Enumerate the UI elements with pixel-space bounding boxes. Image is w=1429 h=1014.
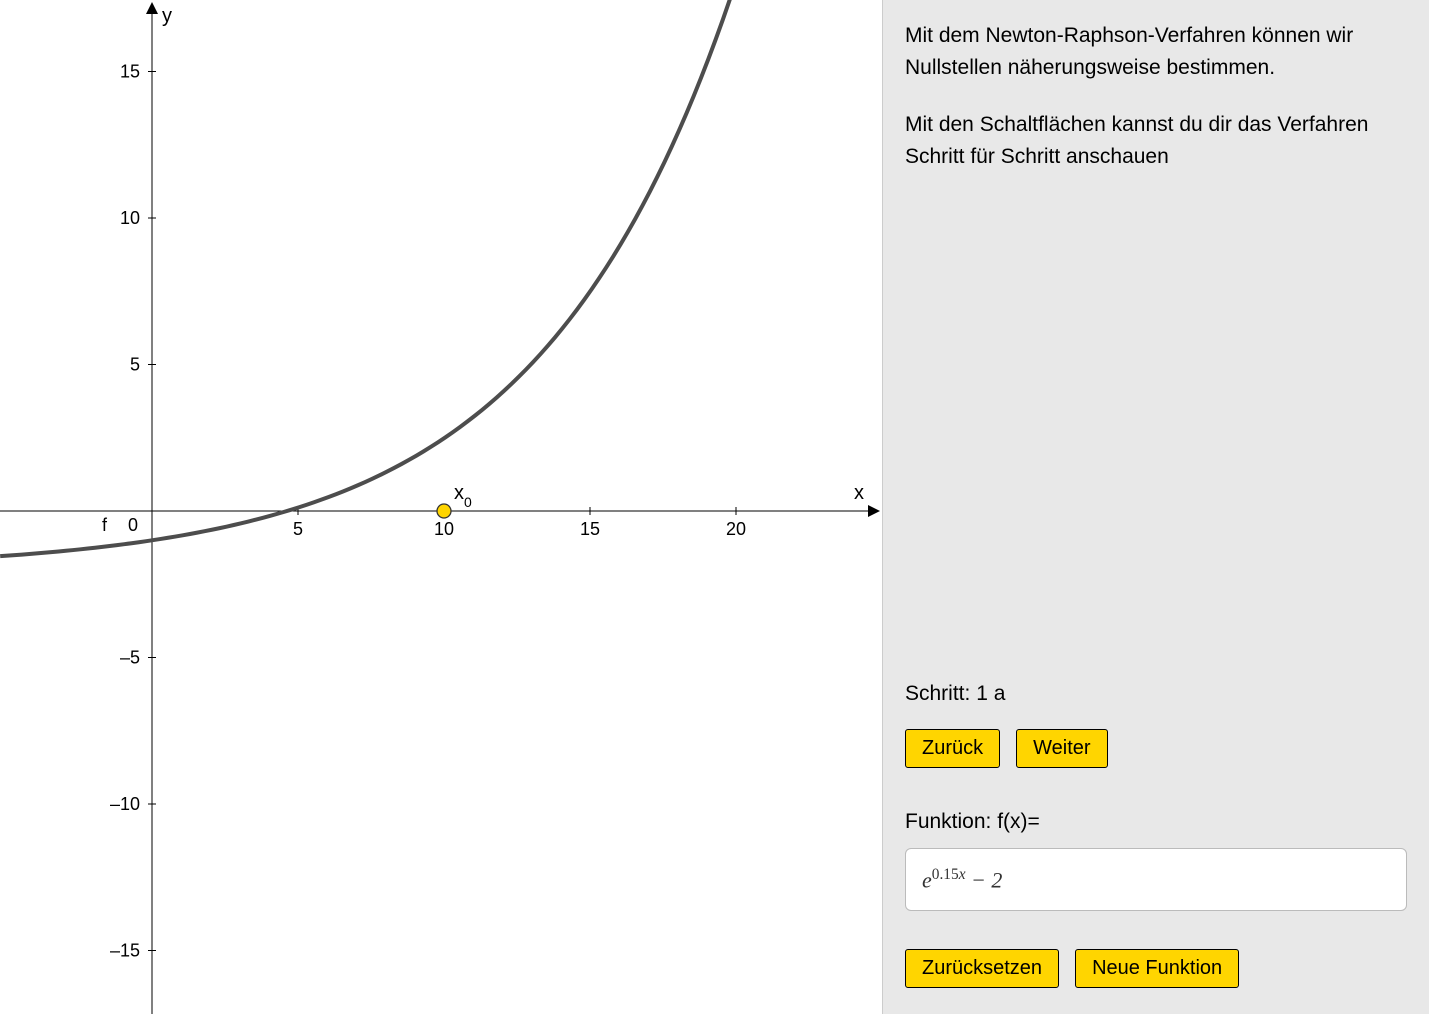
y-tick-label: –15	[110, 941, 140, 961]
y-tick-label: –5	[120, 648, 140, 668]
intro-paragraph-1: Mit dem Newton-Raphson-Verfahren können …	[905, 20, 1407, 83]
x-tick-label: 10	[434, 519, 454, 539]
y-tick-label: 10	[120, 208, 140, 228]
function-name-label: f	[102, 515, 108, 535]
action-button-row: Zurücksetzen Neue Funktion	[905, 949, 1407, 988]
x0-point-label: x0	[454, 482, 472, 510]
y-tick-label: 15	[120, 62, 140, 82]
x0-point-marker[interactable]	[437, 504, 451, 518]
y-tick-label: 5	[130, 355, 140, 375]
new-function-button[interactable]: Neue Funktion	[1075, 949, 1239, 988]
function-input[interactable]: e0.15x − 2	[905, 848, 1407, 911]
x-tick-label: 20	[726, 519, 746, 539]
y-axis-label: y	[162, 5, 172, 27]
x-tick-label: 15	[580, 519, 600, 539]
plot-svg[interactable]: x y 0f 5 10 15 20 5 10 15 –5 –10 –15 x0	[0, 0, 882, 1014]
x-axis-label: x	[854, 482, 864, 504]
reset-button[interactable]: Zurücksetzen	[905, 949, 1059, 988]
function-curve	[0, 0, 876, 556]
next-button[interactable]: Weiter	[1016, 729, 1107, 768]
side-panel: Mit dem Newton-Raphson-Verfahren können …	[882, 0, 1429, 1014]
plot-area[interactable]: x y 0f 5 10 15 20 5 10 15 –5 –10 –15 x0	[0, 0, 882, 1014]
origin-label: 0	[128, 515, 138, 535]
x-tick-label: 5	[293, 519, 303, 539]
step-indicator: Schritt: 1 a	[905, 678, 1407, 710]
function-label: Funktion: f(x)=	[905, 806, 1407, 838]
back-button[interactable]: Zurück	[905, 729, 1000, 768]
intro-paragraph-2: Mit den Schaltflächen kannst du dir das …	[905, 109, 1407, 172]
step-button-row: Zurück Weiter	[905, 729, 1407, 768]
y-tick-label: –10	[110, 794, 140, 814]
